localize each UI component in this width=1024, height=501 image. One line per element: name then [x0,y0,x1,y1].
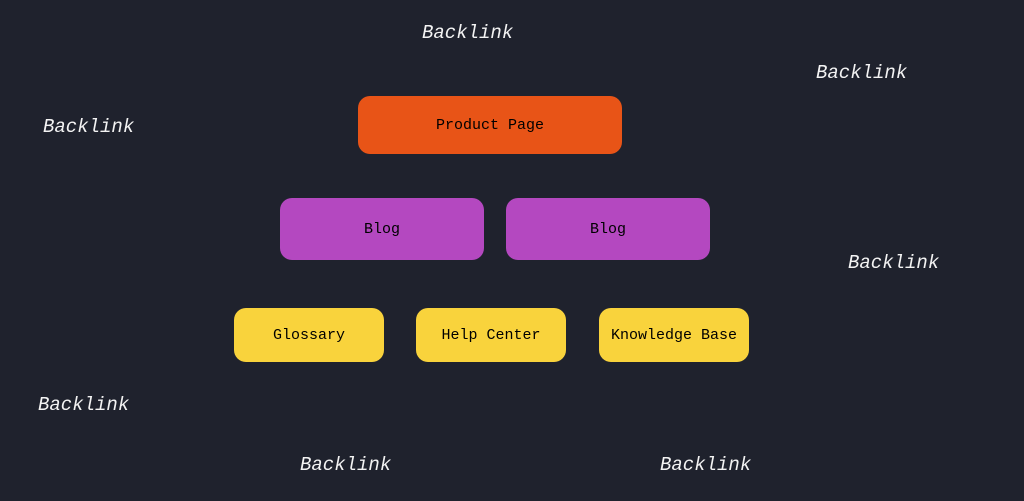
node-product-page: Product Page [358,96,622,154]
backlink-label: Backlink [848,252,939,274]
backlink-label: Backlink [300,454,391,476]
node-label: Product Page [436,117,544,134]
node-label: Blog [590,221,626,238]
diagram-canvas: Product Page Blog Blog Glossary Help Center K… [0,0,1024,501]
node-blog-right: Blog [506,198,710,260]
backlink-label: Backlink [43,116,134,138]
node-label: Blog [364,221,400,238]
backlink-label: Backlink [38,394,129,416]
node-label: Help Center [441,327,540,344]
backlink-label: Backlink [422,22,513,44]
node-label: Glossary [273,327,345,344]
node-label: Knowledge Base [611,327,737,344]
backlink-label: Backlink [816,62,907,84]
node-glossary: Glossary [234,308,384,362]
node-blog-left: Blog [280,198,484,260]
backlink-label: Backlink [660,454,751,476]
node-help-center: Help Center [416,308,566,362]
node-knowledge-base: Knowledge Base [599,308,749,362]
